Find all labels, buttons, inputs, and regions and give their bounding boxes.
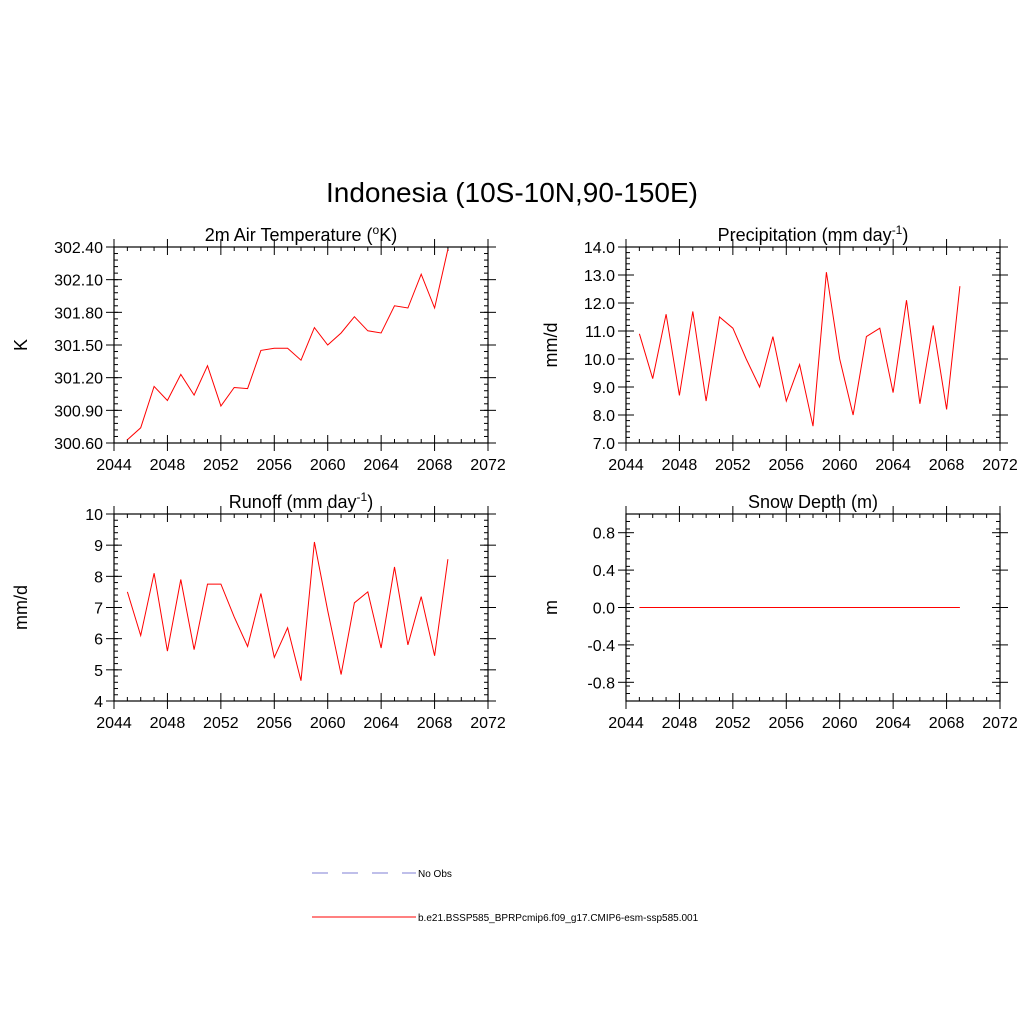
y-tick-label: 13.0 — [584, 268, 615, 285]
plot-frame — [113, 513, 489, 702]
series-line — [638, 272, 961, 427]
x-tick-label: 2072 — [470, 457, 506, 474]
x-tick-label: 2044 — [96, 457, 132, 474]
panel-title-superscript: -1 — [357, 490, 368, 504]
x-tick-label: 2068 — [929, 457, 965, 474]
series-line — [126, 541, 449, 681]
y-tick-label: 6 — [94, 632, 103, 649]
y-tick-label: 302.10 — [54, 273, 103, 290]
x-tick-label: 2068 — [417, 715, 453, 732]
x-tick-label: 2064 — [363, 715, 399, 732]
panel-title-suffix: ) — [902, 225, 908, 245]
y-tick-label: 9 — [94, 538, 103, 555]
y-tick-label: 0.4 — [593, 563, 615, 580]
x-tick-label: 2072 — [470, 715, 506, 732]
x-tick-label: 2052 — [203, 715, 239, 732]
panel-title-text: Snow Depth (m) — [748, 492, 878, 512]
x-tick-label: 2064 — [875, 715, 911, 732]
y-tick-label: 301.80 — [54, 305, 103, 322]
x-tick-label: 2064 — [363, 457, 399, 474]
panel-4: Snow Depth (m) m 2044 2048 2052 2056 2060 2064 2… — [541, 492, 1018, 732]
y-tick-label: 4 — [94, 694, 103, 711]
y-tick-label: 300.90 — [54, 403, 103, 420]
panel-3: Runoff (mm day-1) mm/d 2044 2048 2052 2056 206… — [11, 490, 506, 732]
panel-title: 2m Air Temperature (oK) — [205, 223, 397, 245]
series-line — [127, 249, 449, 441]
y-tick-label: 302.40 — [54, 240, 103, 257]
y-axis-label: mm/d — [541, 323, 561, 368]
y-tick-label: -0.8 — [587, 675, 615, 692]
panel-title-text: Runoff (mm day — [229, 492, 357, 512]
y-tick-label: 300.60 — [54, 436, 103, 453]
y-tick-label: 12.0 — [584, 296, 615, 313]
x-tick-label: 2060 — [822, 457, 858, 474]
x-tick-label: 2072 — [982, 715, 1018, 732]
x-tick-label: 2048 — [662, 457, 698, 474]
plot-frame — [113, 246, 489, 444]
x-tick-label: 2052 — [203, 457, 239, 474]
main-title: Indonesia (10S-10N,90-150E) — [326, 177, 698, 208]
panel-title-suffix: ) — [367, 492, 373, 512]
panel-1: 2m Air Temperature (oK) K 2044 2048 2052 2056… — [11, 223, 506, 474]
y-tick-label: 8 — [94, 569, 103, 586]
x-tick-label: 2044 — [96, 715, 132, 732]
panel-title: Snow Depth (m) — [748, 492, 878, 512]
y-tick-label: 5 — [94, 663, 103, 680]
y-tick-label: 14.0 — [584, 240, 615, 257]
panel-title: Precipitation (mm day-1) — [718, 223, 909, 245]
y-tick-label: 10.0 — [584, 352, 615, 369]
y-tick-label: 7.0 — [593, 436, 615, 453]
y-tick-label: 8.0 — [593, 408, 615, 425]
panel-title-suffix: K) — [379, 225, 397, 245]
x-tick-label: 2056 — [768, 715, 804, 732]
y-tick-label: 0.8 — [593, 526, 615, 543]
panel-title-superscript: -1 — [892, 223, 903, 237]
legend-obs-label: No Obs — [418, 869, 452, 880]
legend-model-label: b.e21.BSSP585_BPRPcmip6.f09_g17.CMIP6-es… — [418, 913, 699, 924]
x-tick-label: 2048 — [150, 457, 186, 474]
x-tick-label: 2056 — [768, 457, 804, 474]
y-tick-label: 11.0 — [585, 324, 615, 341]
y-tick-label: 7 — [94, 601, 103, 618]
x-tick-label: 2052 — [715, 715, 751, 732]
plot-frame — [625, 246, 1001, 444]
y-tick-label: 301.20 — [54, 371, 103, 388]
x-tick-label: 2048 — [662, 715, 698, 732]
x-tick-label: 2072 — [982, 457, 1018, 474]
y-axis-label: mm/d — [11, 585, 31, 630]
panel-title-superscript: o — [373, 223, 380, 237]
x-tick-label: 2056 — [256, 715, 292, 732]
legend: No Obs b.e21.BSSP585_BPRPcmip6.f09_g17.C… — [312, 869, 699, 924]
y-tick-label: -0.4 — [587, 638, 615, 655]
panel-2: Precipitation (mm day-1) mm/d 2044 2048 2052… — [541, 223, 1018, 474]
panels: 2m Air Temperature (oK) K 2044 2048 2052 2056… — [11, 223, 1018, 732]
x-tick-label: 2048 — [150, 715, 186, 732]
panel-title: Runoff (mm day-1) — [229, 490, 373, 512]
y-axis-label: m — [541, 600, 561, 615]
x-tick-label: 2060 — [310, 457, 346, 474]
x-tick-label: 2064 — [875, 457, 911, 474]
y-tick-label: 9.0 — [593, 380, 615, 397]
x-tick-label: 2044 — [608, 457, 644, 474]
y-tick-label: 301.50 — [54, 338, 103, 355]
y-tick-label: 0.0 — [593, 601, 615, 618]
x-tick-label: 2068 — [417, 457, 453, 474]
x-tick-label: 2056 — [256, 457, 292, 474]
panel-title-text: 2m Air Temperature ( — [205, 225, 373, 245]
y-axis-label: K — [11, 339, 31, 351]
x-tick-label: 2052 — [715, 457, 751, 474]
x-tick-label: 2060 — [822, 715, 858, 732]
panel-title-text: Precipitation (mm day — [718, 225, 892, 245]
x-tick-label: 2060 — [310, 715, 346, 732]
x-tick-label: 2068 — [929, 715, 965, 732]
x-tick-label: 2044 — [608, 715, 644, 732]
y-tick-label: 10 — [85, 507, 103, 524]
